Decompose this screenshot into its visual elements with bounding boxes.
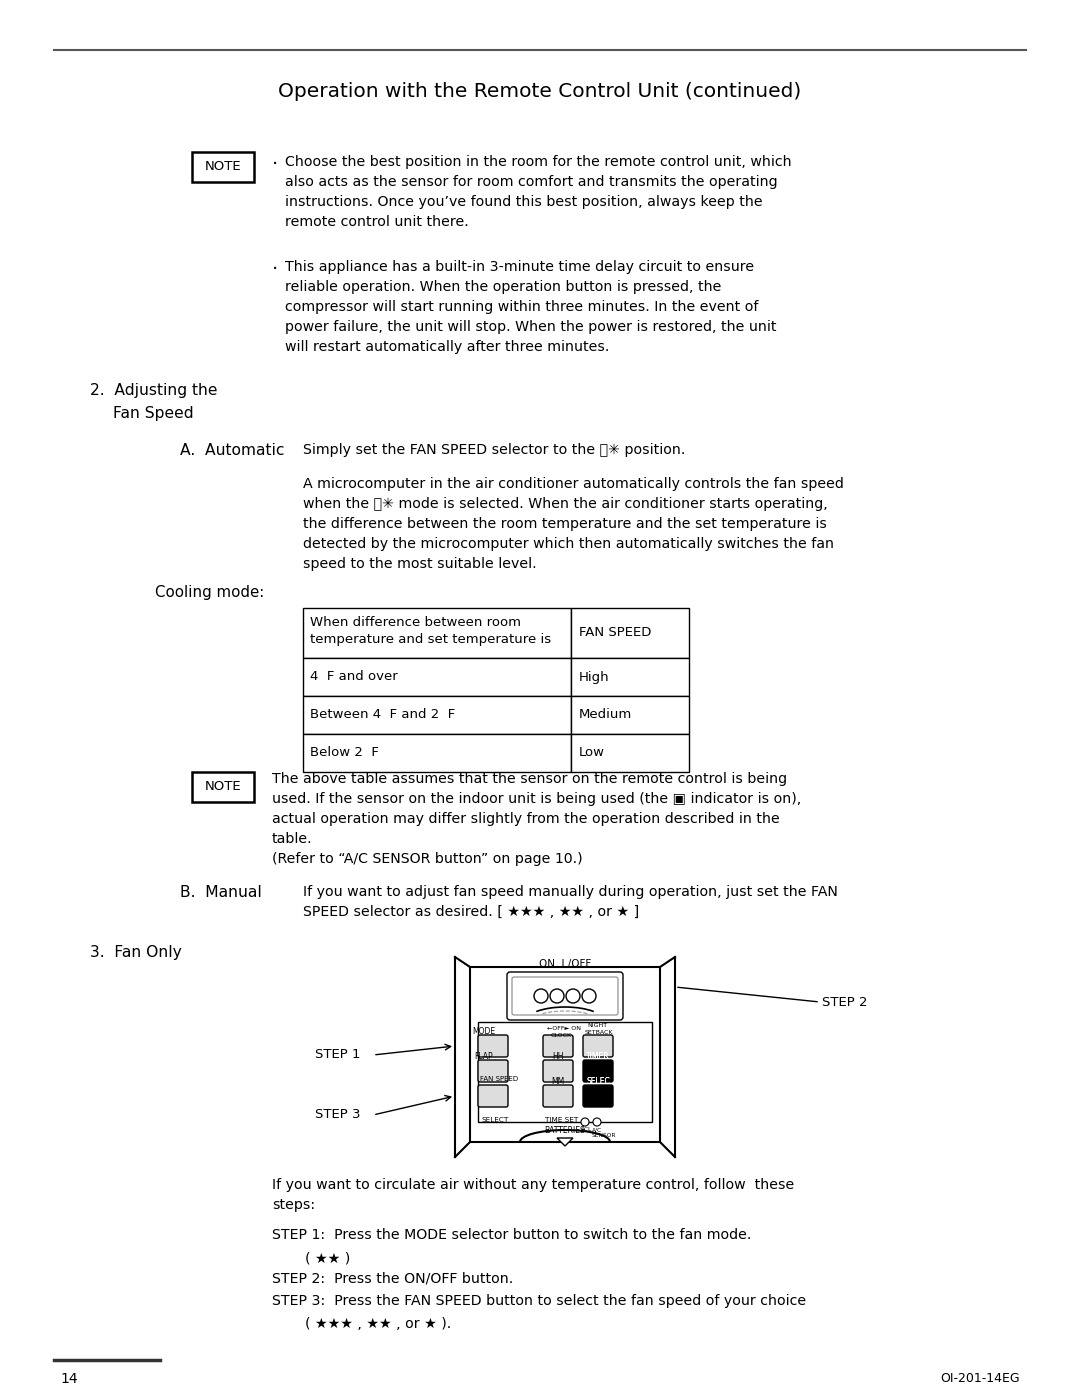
Text: 4  F and over: 4 F and over [310, 671, 397, 683]
Text: STEP 3: STEP 3 [315, 1108, 361, 1122]
Bar [192, 152, 254, 182]
Bar [571, 696, 689, 733]
Text: When difference between room
temperature and set temperature is: When difference between room temperature… [310, 616, 551, 647]
Text: FAN SPEED: FAN SPEED [480, 1076, 518, 1083]
Text: 3.  Fan Only: 3. Fan Only [90, 944, 181, 960]
Bar [470, 967, 660, 1141]
Text: If you want to circulate air without any temperature control, follow  these
step: If you want to circulate air without any… [272, 1178, 794, 1213]
FancyBboxPatch shape [507, 972, 623, 1020]
Text: SETBACK: SETBACK [585, 1030, 613, 1035]
Text: MM: MM [552, 1077, 565, 1085]
Text: 14: 14 [60, 1372, 78, 1386]
Bar [303, 696, 571, 733]
Text: Choose the best position in the room for the remote control unit, which
also act: Choose the best position in the room for… [285, 155, 792, 229]
Circle shape [582, 989, 596, 1003]
Circle shape [534, 989, 548, 1003]
Text: B.  Manual: B. Manual [180, 886, 261, 900]
Text: TIMER: TIMER [586, 1052, 610, 1060]
Text: Cooling mode:: Cooling mode: [156, 585, 265, 599]
Text: ACL: ACL [581, 1127, 592, 1132]
Text: BATTERIES: BATTERIES [544, 1126, 585, 1134]
Circle shape [581, 1118, 589, 1126]
FancyBboxPatch shape [512, 977, 618, 1016]
Text: STEP 1: STEP 1 [315, 1049, 361, 1062]
Bar [571, 608, 689, 658]
Polygon shape [557, 1139, 573, 1146]
Text: 2.  Adjusting the: 2. Adjusting the [90, 383, 217, 398]
Text: STEP 1:  Press the MODE selector button to switch to the fan mode.: STEP 1: Press the MODE selector button t… [272, 1228, 752, 1242]
Text: SELEC: SELEC [586, 1077, 610, 1085]
Bar [571, 658, 689, 696]
FancyBboxPatch shape [478, 1060, 508, 1083]
FancyBboxPatch shape [583, 1085, 613, 1106]
Text: NOTE: NOTE [205, 781, 241, 793]
Text: STEP 3:  Press the FAN SPEED button to select the fan speed of your choice: STEP 3: Press the FAN SPEED button to se… [272, 1294, 806, 1308]
Text: If you want to adjust fan speed manually during operation, just set the FAN
SPEE: If you want to adjust fan speed manually… [303, 886, 838, 919]
Circle shape [566, 989, 580, 1003]
Text: ·: · [272, 155, 279, 175]
Text: Fan Speed: Fan Speed [113, 407, 193, 420]
Bar [303, 658, 571, 696]
FancyBboxPatch shape [583, 1035, 613, 1058]
Text: NIGHT: NIGHT [588, 1023, 607, 1028]
Text: CLOCK: CLOCK [551, 1032, 572, 1038]
Text: Simply set the FAN SPEED selector to the Ⓐ✳ position.: Simply set the FAN SPEED selector to the… [303, 443, 686, 457]
Text: Below 2  F: Below 2 F [310, 746, 379, 760]
Bar [303, 608, 571, 658]
Text: FAN SPEED: FAN SPEED [579, 626, 651, 640]
FancyBboxPatch shape [543, 1085, 573, 1106]
Text: NOTE: NOTE [205, 161, 241, 173]
Text: Between 4  F and 2  F: Between 4 F and 2 F [310, 708, 456, 721]
Text: TIMER: TIMER [586, 1052, 610, 1060]
Text: OI-201-14EG: OI-201-14EG [941, 1372, 1020, 1384]
Text: ON  I /OFF: ON I /OFF [539, 958, 591, 970]
Text: ·: · [272, 260, 279, 279]
Text: A.  Automatic: A. Automatic [180, 443, 284, 458]
FancyBboxPatch shape [478, 1085, 508, 1106]
Text: FLAP: FLAP [475, 1052, 494, 1060]
FancyBboxPatch shape [543, 1060, 573, 1083]
Text: This appliance has a built-in 3-minute time delay circuit to ensure
reliable ope: This appliance has a built-in 3-minute t… [285, 260, 777, 355]
Text: High: High [579, 671, 609, 683]
Text: SELECT: SELECT [482, 1118, 510, 1123]
Text: ( ★★ ): ( ★★ ) [305, 1250, 350, 1266]
FancyBboxPatch shape [543, 1035, 573, 1058]
Circle shape [550, 989, 564, 1003]
Circle shape [593, 1118, 600, 1126]
Text: STEP 2: STEP 2 [822, 996, 867, 1009]
Text: HH: HH [552, 1052, 564, 1060]
Text: Medium: Medium [579, 708, 632, 721]
FancyBboxPatch shape [478, 1035, 508, 1058]
Text: TIME SET: TIME SET [545, 1118, 578, 1123]
Text: Operation with the Remote Control Unit (continued): Operation with the Remote Control Unit (… [279, 82, 801, 101]
Text: MODE: MODE [472, 1027, 496, 1037]
Bar [303, 733, 571, 773]
Text: Low: Low [579, 746, 605, 760]
Text: SELEC: SELEC [586, 1077, 610, 1085]
Text: ( ★★★ , ★★ , or ★ ).: ( ★★★ , ★★ , or ★ ). [305, 1317, 451, 1331]
Text: ←OFF► ON: ←OFF► ON [546, 1025, 581, 1031]
FancyBboxPatch shape [583, 1060, 613, 1083]
Text: A/C
SENSOR: A/C SENSOR [592, 1127, 617, 1137]
Text: The above table assumes that the sensor on the remote control is being
used. If : The above table assumes that the sensor … [272, 773, 801, 866]
Bar [478, 1023, 652, 1122]
Bar [571, 733, 689, 773]
Bar [192, 773, 254, 802]
Text: A microcomputer in the air conditioner automatically controls the fan speed
when: A microcomputer in the air conditioner a… [303, 476, 843, 571]
Text: STEP 2:  Press the ON/OFF button.: STEP 2: Press the ON/OFF button. [272, 1273, 513, 1287]
